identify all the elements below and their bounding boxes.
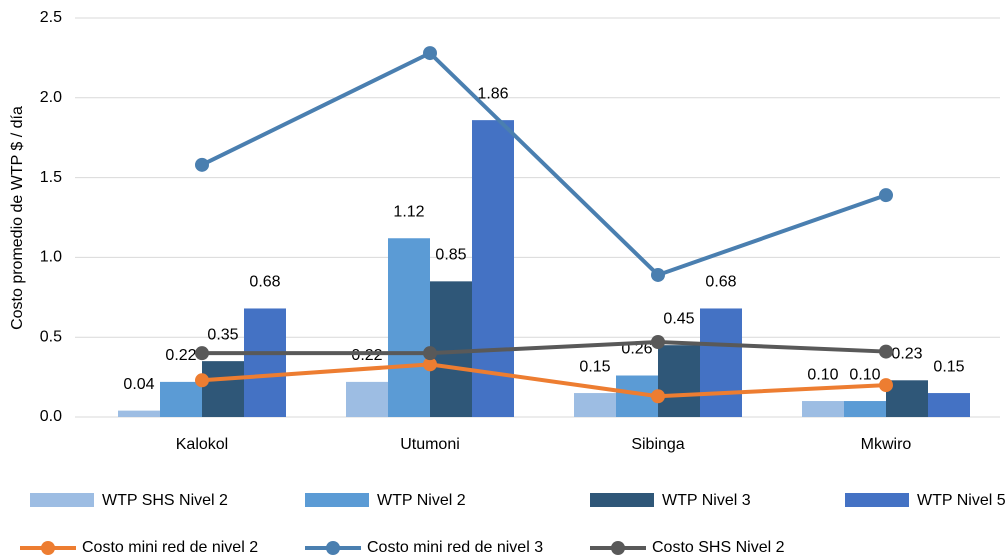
data-label: 0.85 — [435, 247, 466, 264]
data-label: 0.22 — [165, 347, 196, 364]
line — [201, 50, 887, 278]
line — [202, 339, 887, 356]
x-tick-label: Kalokol — [176, 436, 228, 453]
bar — [658, 345, 700, 417]
line — [201, 362, 887, 399]
line-point — [879, 378, 893, 393]
bar — [574, 393, 616, 417]
bar — [844, 401, 886, 417]
line-point — [423, 346, 437, 361]
data-label: 0.10 — [849, 366, 880, 383]
legend-label: WTP Nivel 5 — [917, 492, 1006, 509]
data-label: 0.22 — [351, 347, 382, 364]
data-label: 0.15 — [933, 358, 964, 375]
x-tick-label: Mkwiro — [861, 436, 912, 453]
legend-marker — [326, 541, 340, 555]
y-tick-label: 0.5 — [40, 328, 62, 345]
line-point — [423, 46, 437, 61]
legend-swatch — [590, 493, 654, 507]
bar — [802, 401, 844, 417]
x-tick-label: Utumoni — [400, 436, 460, 453]
legend-swatch — [305, 493, 369, 507]
line-point — [195, 346, 209, 361]
line-point — [651, 334, 665, 349]
legend-label: WTP SHS Nivel 2 — [102, 492, 228, 509]
y-tick-label: 1.0 — [40, 249, 62, 266]
bar — [346, 381, 388, 417]
y-tick-label: 1.5 — [40, 169, 62, 186]
bar — [430, 281, 472, 417]
line-point — [651, 267, 665, 282]
data-label: 0.10 — [807, 366, 838, 383]
legend-swatch — [30, 493, 94, 507]
legend-label: Costo SHS Nivel 2 — [652, 539, 785, 556]
line-point — [879, 188, 893, 203]
bar — [160, 381, 202, 417]
legend-label: WTP Nivel 3 — [662, 492, 751, 509]
data-label: 0.68 — [249, 274, 280, 291]
x-tick-label: Sibinga — [631, 436, 684, 453]
data-label: 0.04 — [123, 376, 154, 393]
line-point — [195, 157, 209, 172]
legend-marker — [611, 541, 625, 555]
data-label: 0.23 — [891, 346, 922, 363]
data-label: 0.35 — [207, 326, 238, 343]
data-label: 0.15 — [579, 358, 610, 375]
bar — [886, 380, 928, 417]
bar — [388, 238, 430, 417]
line-point — [879, 344, 893, 359]
y-tick-label: 2.0 — [40, 89, 62, 106]
legend-label: Costo mini red de nivel 2 — [82, 539, 258, 556]
data-label: 0.68 — [705, 274, 736, 291]
data-label: 1.86 — [477, 85, 508, 102]
line-point — [195, 373, 209, 388]
data-label: 0.45 — [663, 310, 694, 327]
y-tick-label: 2.5 — [40, 9, 62, 26]
legend-label: WTP Nivel 2 — [377, 492, 466, 509]
bar — [244, 308, 286, 417]
line-point — [651, 389, 665, 404]
legend-swatch — [845, 493, 909, 507]
bar — [928, 393, 970, 417]
y-tick-label: 0.0 — [40, 408, 62, 425]
bar — [700, 308, 742, 417]
bar — [118, 410, 160, 417]
bar — [472, 120, 514, 418]
line-point — [423, 357, 437, 372]
legend-marker — [41, 541, 55, 555]
bar — [202, 361, 244, 417]
y-axis-label: Costo promedio de WTP $ / día — [9, 106, 26, 330]
legend-label: Costo mini red de nivel 3 — [367, 539, 543, 556]
data-label: 1.12 — [393, 203, 424, 220]
